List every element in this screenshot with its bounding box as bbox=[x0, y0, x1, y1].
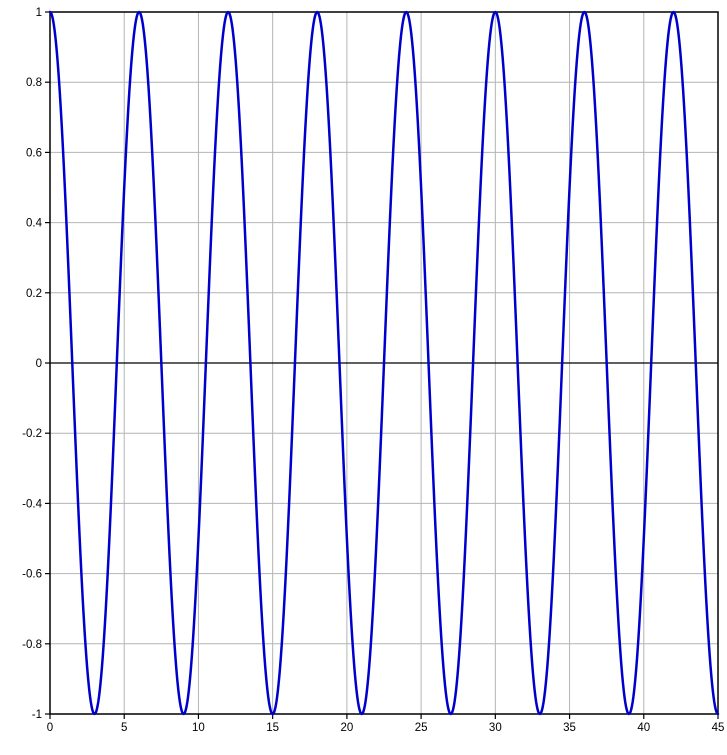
y-tick-label: 1 bbox=[36, 7, 42, 19]
y-tick-label: 0 bbox=[36, 358, 42, 370]
x-tick-label: 10 bbox=[192, 722, 205, 734]
y-tick-label: -0.6 bbox=[22, 569, 42, 581]
x-tick-label: 45 bbox=[712, 722, 725, 734]
y-tick-label: -0.2 bbox=[22, 428, 42, 440]
y-tick-label: 0.8 bbox=[26, 77, 42, 89]
y-tick-label: 0.6 bbox=[26, 147, 42, 159]
y-tick-label: -0.8 bbox=[22, 639, 42, 651]
y-tick-label: -0.4 bbox=[22, 498, 42, 510]
x-tick-label: 0 bbox=[47, 722, 53, 734]
plot-frame bbox=[49, 11, 719, 715]
x-tick-label: 20 bbox=[340, 722, 353, 734]
x-tick-label: 35 bbox=[563, 722, 576, 734]
x-tick-label: 40 bbox=[637, 722, 650, 734]
x-tick-label: 5 bbox=[121, 722, 127, 734]
y-tick-label: 0.2 bbox=[26, 288, 42, 300]
y-tick-label: -1 bbox=[32, 709, 42, 721]
x-tick-label: 30 bbox=[489, 722, 502, 734]
cosine-curve bbox=[48, 10, 720, 716]
x-tick-label: 25 bbox=[415, 722, 428, 734]
y-tick-label: 0.4 bbox=[26, 218, 43, 230]
x-tick-label: 15 bbox=[266, 722, 279, 734]
